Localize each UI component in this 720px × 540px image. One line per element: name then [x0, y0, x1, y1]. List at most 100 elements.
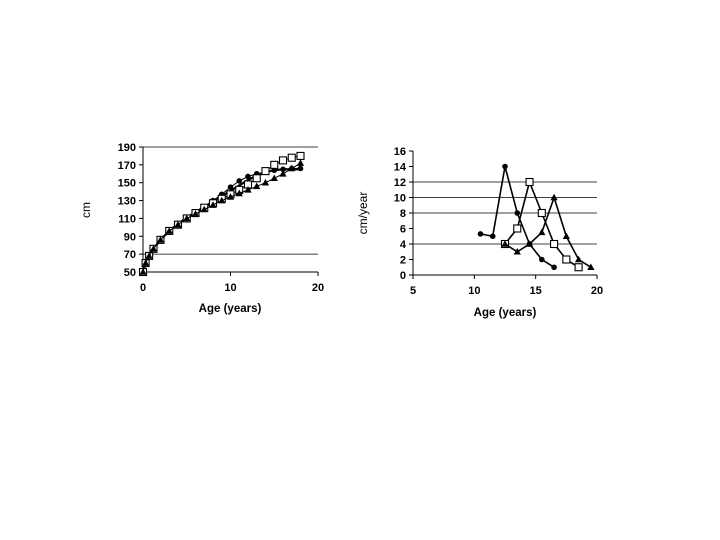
data-point-triangle	[279, 169, 287, 177]
data-point-triangle	[525, 240, 534, 247]
data-point-square	[296, 151, 305, 160]
series-line	[504, 194, 592, 268]
x-tick-label: 5	[410, 285, 416, 297]
data-point-circle	[502, 163, 508, 170]
chart-2-x-axis-label: Age (years)	[474, 307, 537, 319]
data-point-square	[574, 263, 583, 272]
data-point-triangle	[145, 252, 153, 259]
data-point-triangle	[191, 210, 200, 217]
data-point-circle	[539, 256, 545, 263]
data-point-circle	[551, 264, 557, 271]
chart-1-gridlines	[143, 146, 318, 255]
y-tick-label: 8	[400, 208, 406, 220]
data-point-triangle	[183, 214, 191, 222]
series-0	[141, 168, 301, 273]
data-point-square	[550, 239, 559, 249]
data-point-triangle	[562, 232, 570, 240]
data-point-square	[537, 208, 546, 218]
y-tick-label: 6	[400, 224, 406, 236]
y-tick-label: 130	[118, 196, 136, 208]
y-tick-label: 0	[400, 270, 406, 282]
series-line	[142, 155, 301, 273]
y-tick-label: 110	[118, 213, 136, 225]
x-tick-label: 20	[591, 285, 603, 297]
data-point-triangle	[142, 259, 150, 266]
series-3	[139, 159, 305, 275]
data-point-triangle	[253, 182, 261, 190]
y-tick-label: 2	[400, 255, 406, 267]
data-point-square	[562, 255, 571, 264]
chart-1-x-axis-label: Age (years)	[199, 303, 262, 315]
chart-2-y-ticks: 0 2 4 6 8 10 12 14 16	[394, 146, 413, 282]
chart-2-y-axis-label: cm/year	[356, 192, 370, 235]
series-2	[138, 151, 305, 277]
data-point-triangle	[165, 227, 173, 234]
data-point-triangle	[209, 201, 217, 208]
data-point-square	[270, 160, 279, 169]
y-tick-label: 150	[118, 178, 136, 190]
data-point-square	[287, 153, 296, 162]
data-point-triangle	[226, 193, 235, 200]
series-line	[142, 167, 301, 273]
chart-1-series	[138, 151, 305, 277]
data-point-square	[261, 167, 270, 176]
x-tick-label: 10	[468, 285, 480, 297]
y-tick-label: 70	[124, 249, 136, 261]
y-tick-label: 190	[118, 142, 136, 154]
x-tick-label: 20	[312, 282, 324, 294]
chart-2-velocity: 0 2 4 6 8 10 12 14 16 5 10 15 20 Age (years) cm/yea…	[356, 146, 603, 319]
chart-2-x-ticks: 5 10 15 20	[410, 275, 603, 297]
data-point-triangle	[513, 247, 521, 255]
x-tick-label: 0	[140, 282, 146, 294]
y-tick-label: 50	[124, 267, 136, 279]
data-point-triangle	[174, 220, 182, 228]
y-tick-label: 14	[394, 162, 407, 174]
series-line	[141, 168, 301, 273]
data-point-circle	[489, 233, 496, 240]
x-tick-label: 15	[530, 285, 542, 297]
chart-2-series	[477, 163, 595, 272]
x-tick-label: 10	[224, 282, 236, 294]
data-point-circle	[514, 210, 521, 216]
chart-1-y-axis-label: cm	[79, 202, 93, 218]
data-point-triangle	[296, 159, 305, 166]
data-point-triangle	[139, 268, 147, 275]
data-point-circle	[280, 166, 286, 173]
y-tick-label: 4	[400, 239, 407, 251]
data-point-circle	[227, 184, 234, 190]
data-point-triangle	[270, 174, 278, 182]
data-point-triangle	[501, 240, 509, 247]
data-point-triangle	[218, 196, 226, 204]
series-2	[501, 193, 595, 271]
data-point-triangle	[261, 178, 270, 186]
data-point-triangle	[200, 205, 208, 213]
data-point-triangle	[288, 164, 296, 172]
data-point-triangle	[538, 228, 546, 236]
y-tick-label: 10	[394, 193, 406, 205]
data-point-circle	[236, 178, 243, 184]
chart-2-gridlines	[413, 181, 597, 245]
y-tick-label: 170	[118, 160, 136, 172]
data-point-circle	[477, 231, 484, 237]
data-point-triangle	[235, 189, 243, 197]
y-tick-label: 90	[124, 231, 136, 243]
data-point-circle	[245, 173, 251, 180]
data-point-circle	[297, 165, 304, 172]
data-point-square	[525, 177, 534, 187]
data-point-square	[513, 224, 522, 233]
data-point-triangle	[244, 186, 252, 193]
series-1	[140, 165, 304, 275]
data-point-square	[278, 156, 288, 165]
data-point-triangle	[587, 263, 595, 271]
chart-1-y-ticks: 50 70 90 110 130 150 170 190	[118, 142, 143, 279]
data-point-triangle	[149, 244, 158, 252]
data-point-triangle	[575, 255, 583, 263]
y-tick-label: 12	[394, 177, 406, 189]
data-point-square	[252, 174, 261, 183]
data-point-triangle	[156, 236, 165, 243]
y-tick-label: 16	[394, 146, 406, 158]
chart-1-x-ticks: 0 10 20	[140, 272, 324, 294]
data-point-triangle	[550, 193, 558, 201]
